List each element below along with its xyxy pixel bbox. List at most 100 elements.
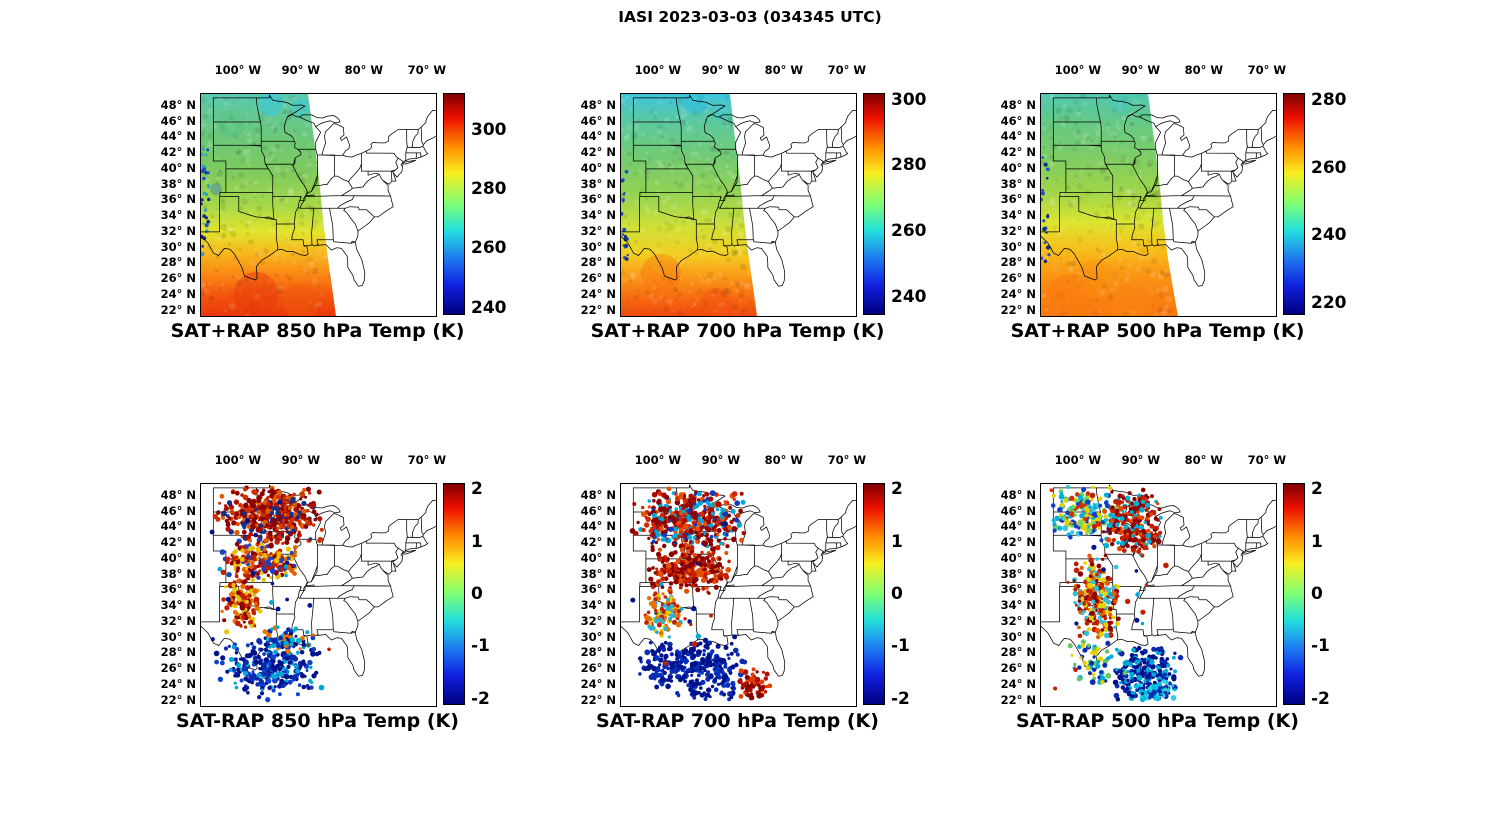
map-sat-plus-rap-850: [200, 93, 437, 317]
lat-tick-label: 30° N: [580, 629, 616, 644]
colorbar-tick-label: -2: [891, 688, 910, 709]
speck-dot: [1041, 188, 1045, 192]
speck-dot: [1042, 219, 1046, 223]
lon-tick-label: 90° W: [1121, 453, 1161, 467]
lat-tick-label: 32° N: [1000, 223, 1036, 238]
colorbar-tick-label: 1: [891, 531, 903, 552]
panel-title-sat-plus-rap-500: SAT+RAP 500 hPa Temp (K): [1010, 320, 1305, 342]
speck-dot: [201, 198, 204, 202]
lat-tick-label: 24° N: [580, 286, 616, 301]
map-sat-minus-rap-500: [1040, 483, 1277, 707]
lon-tick-label: 70° W: [407, 63, 447, 77]
lat-tick-label: 32° N: [160, 223, 196, 238]
lat-tick-label: 28° N: [160, 255, 196, 270]
lat-tick-label: 34° N: [580, 208, 616, 223]
speck-dot: [621, 233, 625, 236]
lat-tick-label: 38° N: [160, 176, 196, 191]
lat-tick-label: 46° N: [160, 113, 196, 128]
speck-dot: [202, 214, 207, 218]
speck-dot: [1045, 176, 1049, 180]
speck-dot: [202, 222, 205, 225]
colorbar-tick-label: 2: [891, 479, 903, 500]
speck-dot: [203, 208, 208, 212]
lon-tick-label: 100° W: [634, 63, 682, 77]
lon-tick-label: 70° W: [1247, 63, 1287, 77]
colorbar-tick-label: -1: [891, 636, 910, 657]
colorbar-tick-label: 1: [1311, 531, 1323, 552]
panel-title-sat-minus-rap-850: SAT-RAP 850 hPa Temp (K): [176, 710, 459, 732]
lon-tick-label: 80° W: [1184, 453, 1224, 467]
lat-tick-label: 44° N: [580, 519, 616, 534]
lat-tick-label: 34° N: [1000, 208, 1036, 223]
speck-dot: [1043, 259, 1048, 264]
lat-tick-label: 30° N: [1000, 239, 1036, 254]
lat-tick-label: 36° N: [1000, 582, 1036, 597]
speck-dot: [204, 153, 208, 157]
lat-tick-label: 34° N: [580, 598, 616, 613]
lat-tick-label: 44° N: [160, 519, 196, 534]
speck-dot: [1043, 241, 1047, 245]
colorbar-tick-label: 280: [1311, 89, 1347, 110]
speck-dot: [206, 219, 211, 224]
colorbar-tick-label: 2: [471, 479, 483, 500]
lat-tick-label: 22° N: [1000, 692, 1036, 707]
lat-tick-label: 36° N: [160, 192, 196, 207]
lat-tick-label: 28° N: [1000, 645, 1036, 660]
colorbar-tick-label: 300: [891, 89, 927, 110]
colorbar-tick-label: -1: [1311, 636, 1330, 657]
colorbar-tick-label: 300: [471, 120, 507, 140]
lat-tick-label: 48° N: [580, 97, 616, 112]
state-boundaries: [621, 94, 856, 287]
map-sat-plus-rap-500: [1040, 93, 1277, 317]
colorbar-tick-label: -1: [471, 636, 490, 657]
lat-tick-label: 34° N: [160, 208, 196, 223]
speck-dot: [621, 211, 624, 216]
lat-tick-label: 28° N: [160, 645, 196, 660]
lon-tick-label: 90° W: [701, 453, 741, 467]
lat-tick-label: 34° N: [160, 598, 196, 613]
colorbar-tick-label: 240: [891, 286, 927, 307]
panel-title-sat-plus-rap-700: SAT+RAP 700 hPa Temp (K): [590, 320, 885, 342]
lat-tick-label: 34° N: [1000, 598, 1036, 613]
lon-tick-label: 70° W: [827, 453, 867, 467]
lat-tick-label: 42° N: [580, 145, 616, 160]
lat-tick-label: 48° N: [1000, 97, 1036, 112]
lon-tick-label: 100° W: [214, 63, 262, 77]
colorbar-sat-plus-rap-850: [443, 93, 465, 315]
speck-dot: [621, 178, 625, 182]
speck-dot: [1043, 162, 1048, 167]
colorbar-tick-label: 260: [891, 221, 927, 242]
panel-title-sat-minus-rap-700: SAT-RAP 700 hPa Temp (K): [596, 710, 879, 732]
lat-tick-label: 32° N: [160, 613, 196, 628]
lat-tick-label: 30° N: [160, 239, 196, 254]
lat-tick-label: 48° N: [160, 487, 196, 502]
speck-dot: [204, 229, 209, 233]
speck-dot: [202, 236, 207, 241]
colorbar-sat-minus-rap-850: [443, 483, 465, 705]
lon-tick-label: 90° W: [281, 453, 321, 467]
lat-tick-label: 26° N: [1000, 661, 1036, 676]
lat-tick-label: 48° N: [160, 97, 196, 112]
speck-dot: [1047, 253, 1051, 257]
speck-dot: [201, 147, 205, 151]
lat-tick-label: 36° N: [1000, 192, 1036, 207]
lat-tick-label: 26° N: [160, 661, 196, 676]
lat-tick-label: 30° N: [1000, 629, 1036, 644]
speck-dot: [622, 192, 626, 196]
speck-dot: [1041, 191, 1045, 196]
speck-dot: [623, 246, 627, 249]
figure-title: IASI 2023-03-03 (034345 UTC): [618, 8, 882, 26]
lon-tick-label: 90° W: [1121, 63, 1161, 77]
lat-tick-label: 22° N: [580, 692, 616, 707]
speck-dot: [1041, 256, 1044, 260]
lat-tick-label: 26° N: [580, 271, 616, 286]
lon-tick-label: 80° W: [1184, 63, 1224, 77]
lat-tick-label: 44° N: [580, 129, 616, 144]
lat-tick-label: 30° N: [580, 239, 616, 254]
lat-tick-label: 36° N: [580, 582, 616, 597]
speck-dot: [204, 223, 209, 228]
speck-dot: [624, 257, 629, 261]
panel-title-sat-minus-rap-500: SAT-RAP 500 hPa Temp (K): [1016, 710, 1299, 732]
speck-dot: [206, 184, 210, 188]
